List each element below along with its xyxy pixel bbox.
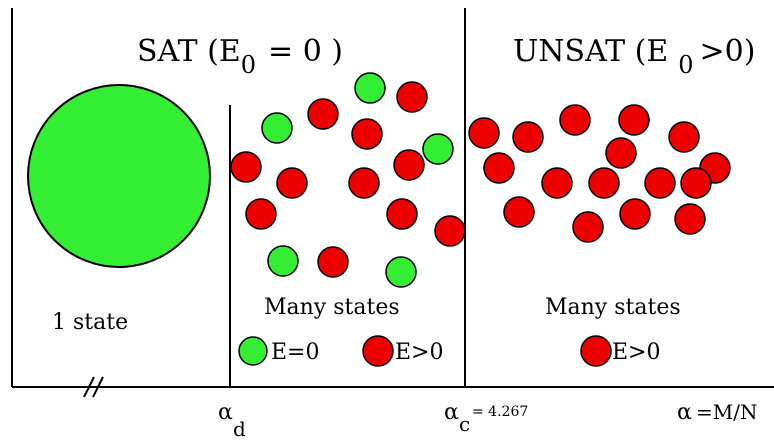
state-circle-e-positive: [317, 246, 349, 278]
axis-break-mark: [83, 376, 104, 398]
state-circle-e-zero: [354, 72, 386, 104]
state-circle-e-positive: [674, 203, 706, 235]
state-circle-e-positive: [351, 118, 383, 150]
alpha-d-label: αd: [218, 400, 246, 440]
state-circle-e-positive: [230, 151, 262, 183]
unsat-title: UNSAT (E 0 >0): [513, 34, 755, 79]
state-circle-e-positive: [618, 104, 650, 136]
alpha-definition-label: α =M/N: [677, 400, 757, 425]
legend-e-pos-label-left: E>0: [395, 340, 444, 365]
legend-e-zero-label: E=0: [271, 340, 320, 365]
state-circle-e-positive: [307, 98, 339, 130]
many-states-cluster-middle: [230, 72, 466, 288]
state-circle-e-positive: [503, 196, 535, 228]
state-circle-e-zero: [422, 133, 454, 165]
legend-e-pos-label-right: E>0: [612, 340, 661, 365]
many-states-label-left: Many states: [264, 295, 400, 320]
many-states-label-right: Many states: [545, 295, 681, 320]
state-circle-e-zero: [267, 245, 299, 277]
state-circle-e-positive: [644, 167, 676, 199]
state-circle-e-positive: [276, 167, 308, 199]
one-state-label: 1 state: [52, 310, 128, 335]
state-circle-e-zero: [385, 256, 417, 288]
state-circle-e-positive: [483, 152, 515, 184]
state-circle-e-positive: [588, 167, 620, 199]
legend-red-circle-right: [580, 335, 612, 367]
state-circle-e-positive: [245, 198, 277, 230]
state-circle-e-positive: [572, 211, 604, 243]
state-circle-e-positive: [393, 149, 425, 181]
alpha-c-label: αc: [444, 400, 470, 436]
state-circle-e-positive: [396, 81, 428, 113]
state-circle-e-positive: [559, 104, 591, 136]
state-circle-e-positive: [434, 215, 466, 247]
alpha-c-value: = 4.267: [472, 404, 528, 420]
single-state-circle: [27, 84, 211, 268]
state-circle-e-positive: [619, 198, 651, 230]
many-states-cluster-right: [468, 104, 731, 243]
state-circle-e-positive: [386, 198, 418, 230]
legend-red-circle-left: [362, 335, 394, 367]
state-circle-e-positive: [541, 167, 573, 199]
state-circle-e-positive: [348, 167, 380, 199]
state-circle-e-positive: [605, 137, 637, 169]
state-circle-e-zero: [261, 112, 293, 144]
state-circle-e-positive: [512, 121, 544, 153]
state-circle-e-positive: [680, 167, 712, 199]
legend-green-circle: [238, 336, 268, 366]
sat-title: SAT (E0 = 0 ): [137, 34, 343, 79]
state-circle-e-positive: [468, 117, 500, 149]
state-circle-e-positive: [668, 121, 700, 153]
